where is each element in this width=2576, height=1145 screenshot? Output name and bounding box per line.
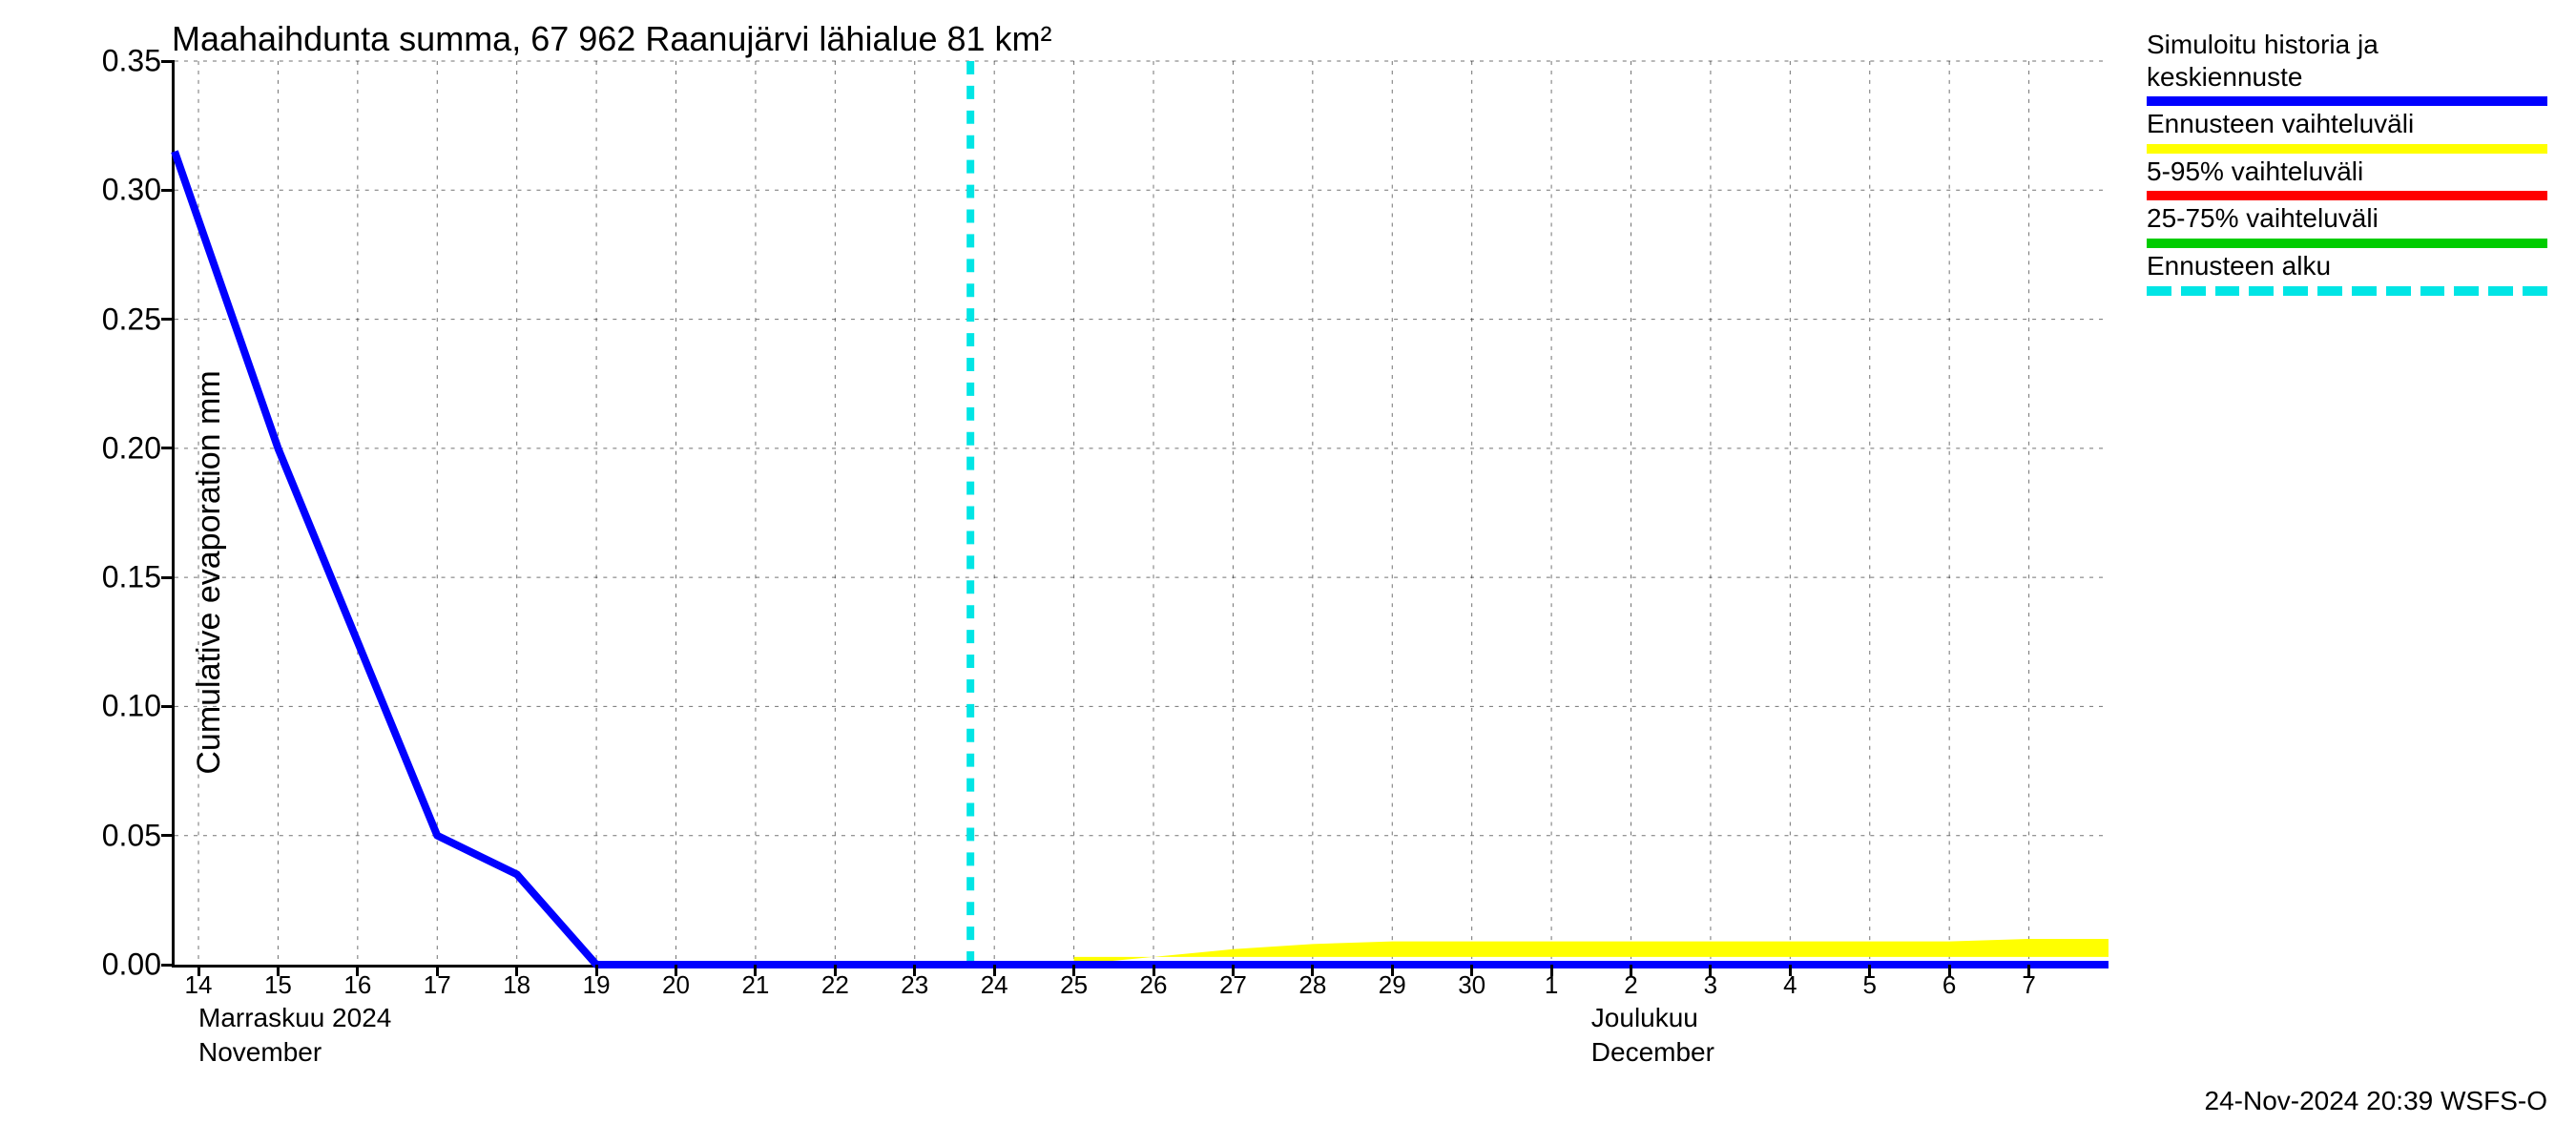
y-tick-label: 0.15 [102, 560, 161, 595]
x-tick-mark [436, 965, 439, 976]
y-tick-mark [161, 964, 175, 967]
x-month-label: Marraskuu 2024 [198, 1003, 391, 1033]
legend-entry: Ennusteen vaihteluväli [2147, 108, 2547, 154]
y-tick-mark [161, 189, 175, 192]
chart-page: Maahaihdunta summa, 67 962 Raanujärvi lä… [0, 0, 2576, 1145]
legend-label: 25-75% vaihteluväli [2147, 202, 2547, 235]
y-tick-mark [161, 318, 175, 321]
chart-title: Maahaihdunta summa, 67 962 Raanujärvi lä… [172, 19, 1052, 59]
legend-label: 5-95% vaihteluväli [2147, 156, 2547, 188]
legend-label: Ennusteen alku [2147, 250, 2547, 282]
x-tick-mark [277, 965, 280, 976]
y-tick-mark [161, 447, 175, 449]
x-month-label: Joulukuu [1591, 1003, 1698, 1033]
legend-swatch [2147, 96, 2547, 106]
x-tick-mark [595, 965, 598, 976]
legend-entry: 25-75% vaihteluväli [2147, 202, 2547, 248]
legend-label: Ennusteen vaihteluväli [2147, 108, 2547, 140]
x-tick-mark [993, 965, 996, 976]
x-tick-mark [356, 965, 359, 976]
y-tick-label: 0.20 [102, 430, 161, 466]
x-tick-mark [834, 965, 837, 976]
x-tick-mark [1072, 965, 1075, 976]
y-tick-label: 0.25 [102, 302, 161, 337]
y-tick-label: 0.00 [102, 947, 161, 983]
legend-label: Simuloitu historia jakeskiennuste [2147, 29, 2547, 93]
x-tick-mark [1470, 965, 1473, 976]
y-tick-mark [161, 60, 175, 63]
y-tick-mark [161, 705, 175, 708]
x-tick-mark [1868, 965, 1871, 976]
x-tick-mark [1153, 965, 1155, 976]
legend-entry: Ennusteen alku [2147, 250, 2547, 296]
chart-svg [175, 61, 2109, 965]
x-tick-mark [197, 965, 200, 976]
x-tick-mark [2027, 965, 2030, 976]
x-tick-mark [754, 965, 757, 976]
x-tick-mark [1789, 965, 1792, 976]
x-month-sub: November [198, 1037, 322, 1068]
legend-entry: Simuloitu historia jakeskiennuste [2147, 29, 2547, 106]
legend-entry: 5-95% vaihteluväli [2147, 156, 2547, 201]
x-tick-mark [1311, 965, 1314, 976]
legend-swatch [2147, 286, 2547, 296]
x-tick-mark [515, 965, 518, 976]
y-tick-label: 0.05 [102, 818, 161, 853]
legend-swatch [2147, 239, 2547, 248]
x-tick-mark [1709, 965, 1712, 976]
x-tick-mark [1550, 965, 1553, 976]
footer-timestamp: 24-Nov-2024 20:39 WSFS-O [2205, 1086, 2548, 1116]
y-tick-mark [161, 576, 175, 579]
y-tick-label: 0.30 [102, 173, 161, 208]
legend: Simuloitu historia jakeskiennuste Ennuste… [2147, 29, 2547, 298]
y-tick-label: 0.35 [102, 44, 161, 79]
x-tick-mark [1630, 965, 1632, 976]
y-tick-label: 0.10 [102, 689, 161, 724]
x-tick-mark [913, 965, 916, 976]
plot-area: 0.000.050.100.150.200.250.300.35 1415161… [172, 61, 2109, 968]
x-tick-mark [1391, 965, 1394, 976]
legend-swatch [2147, 144, 2547, 154]
x-tick-mark [1948, 965, 1951, 976]
y-tick-mark [161, 834, 175, 837]
x-tick-mark [675, 965, 677, 976]
legend-swatch [2147, 191, 2547, 200]
x-tick-mark [1232, 965, 1235, 976]
x-month-sub: December [1591, 1037, 1714, 1068]
